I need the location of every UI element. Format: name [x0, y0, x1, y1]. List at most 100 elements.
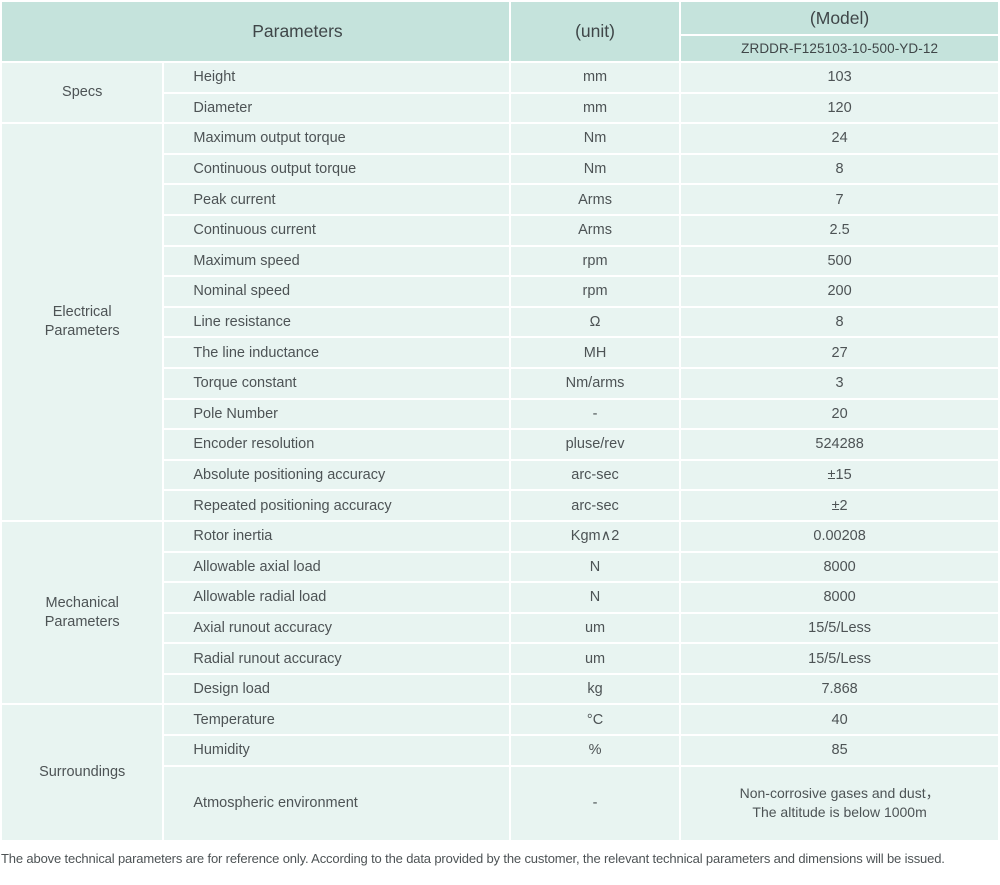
value-cell: 20 — [681, 399, 998, 429]
unit-cell: Nm — [510, 154, 680, 184]
param-name-cell: Design load — [164, 674, 509, 704]
value-cell: 24 — [681, 124, 998, 153]
unit-cell: arc-sec — [510, 491, 680, 520]
unit-cell: MH — [510, 338, 680, 367]
unit-cell: rpm — [510, 277, 680, 306]
value-cell: 0.00208 — [681, 521, 998, 551]
table-row: Design load kg 7.868 — [2, 674, 998, 704]
param-name-cell: Humidity — [164, 736, 509, 765]
unit-cell: arc-sec — [510, 460, 680, 490]
param-name-cell: Radial runout accuracy — [164, 644, 509, 673]
unit-cell: Kgm∧2 — [510, 521, 680, 551]
spec-table: Parameters (unit) (Model) ZRDDR-F125103-… — [2, 2, 998, 840]
table-row: Diameter mm 120 — [2, 93, 998, 123]
section-surroundings: Surroundings — [2, 705, 163, 840]
param-name-cell: Axial runout accuracy — [164, 613, 509, 643]
value-cell: 200 — [681, 277, 998, 306]
table-row: Encoder resolution pluse/rev 524288 — [2, 430, 998, 459]
param-name-cell: Allowable radial load — [164, 583, 509, 612]
header-unit: (unit) — [510, 2, 680, 61]
header-model-number: ZRDDR-F125103-10-500-YD-12 — [681, 36, 998, 61]
value-cell: 8000 — [681, 583, 998, 612]
table-row: Continuous current Arms 2.5 — [2, 215, 998, 245]
value-cell: 500 — [681, 246, 998, 276]
value-cell: ±15 — [681, 460, 998, 490]
table-row: Atmospheric environment - Non-corrosive … — [2, 766, 998, 840]
param-name-cell: Continuous current — [164, 215, 509, 245]
param-name-cell: Continuous output torque — [164, 154, 509, 184]
param-name-cell: Line resistance — [164, 307, 509, 337]
value-cell: 7 — [681, 185, 998, 214]
unit-cell: - — [510, 399, 680, 429]
value-cell: 8000 — [681, 552, 998, 582]
unit-cell: - — [510, 766, 680, 840]
param-name-cell: The line inductance — [164, 338, 509, 367]
table-row: Repeated positioning accuracy arc-sec ±2 — [2, 491, 998, 520]
unit-cell: °C — [510, 705, 680, 735]
section-label: Electrical Parameters — [44, 304, 120, 340]
param-name-cell: Torque constant — [164, 368, 509, 398]
param-name-cell: Encoder resolution — [164, 430, 509, 459]
section-label: Mechanical Parameters — [44, 594, 120, 630]
param-name-cell: Rotor inertia — [164, 521, 509, 551]
param-name-cell: Peak current — [164, 185, 509, 214]
unit-cell: Nm/arms — [510, 368, 680, 398]
value-cell: 15/5/Less — [681, 613, 998, 643]
unit-cell: um — [510, 644, 680, 673]
table-row: Allowable radial load N 8000 — [2, 583, 998, 612]
table-header-row: Parameters (unit) (Model) — [2, 2, 998, 61]
table-row: Axial runout accuracy um 15/5/Less — [2, 613, 998, 643]
table-row: Humidity % 85 — [2, 736, 998, 765]
table-row: Peak current Arms 7 — [2, 185, 998, 214]
table-row: Mechanical Parameters Rotor inertia Kgm∧… — [2, 521, 998, 704]
table-header-row: ZRDDR-F125103-10-500-YD-12 — [2, 36, 998, 61]
unit-cell: N — [510, 552, 680, 582]
value-cell: 524288 — [681, 430, 998, 459]
table-row: Nominal speed rpm 200 — [2, 277, 998, 306]
unit-cell: Nm — [510, 124, 680, 153]
table-row: Allowable axial load N 8000 — [2, 552, 998, 582]
value-cell: 3 — [681, 368, 998, 398]
param-name-cell: Height — [164, 63, 509, 92]
param-name-cell: Atmospheric environment — [164, 766, 509, 840]
param-name-cell: Nominal speed — [164, 277, 509, 306]
section-specs: Specs — [2, 63, 163, 123]
table-row: Absolute positioning accuracy arc-sec ±1… — [2, 460, 998, 490]
header-parameters: Parameters — [2, 2, 509, 61]
unit-cell: rpm — [510, 246, 680, 276]
unit-cell: N — [510, 583, 680, 612]
param-name-cell: Allowable axial load — [164, 552, 509, 582]
value-cell: 85 — [681, 736, 998, 765]
value-cell: 15/5/Less — [681, 644, 998, 673]
param-name-cell: Maximum speed — [164, 246, 509, 276]
value-cell: 8 — [681, 154, 998, 184]
unit-cell: um — [510, 613, 680, 643]
header-model: (Model) — [681, 2, 998, 34]
value-cell: 27 — [681, 338, 998, 367]
table-row: Torque constant Nm/arms 3 — [2, 368, 998, 398]
param-name-cell: Repeated positioning accuracy — [164, 491, 509, 520]
value-cell: Non-corrosive gases and dust， The altitu… — [681, 766, 998, 840]
table-row: Continuous output torque Nm 8 — [2, 154, 998, 184]
value-cell: 120 — [681, 93, 998, 123]
unit-cell: Ω — [510, 307, 680, 337]
unit-cell: pluse/rev — [510, 430, 680, 459]
table-row: Maximum speed rpm 500 — [2, 246, 998, 276]
section-label: Surroundings — [39, 764, 126, 781]
unit-cell: % — [510, 736, 680, 765]
value-cell: 2.5 — [681, 215, 998, 245]
table-row: Specs Height mm 103 — [2, 63, 998, 123]
value-cell: ±2 — [681, 491, 998, 520]
table-row: The line inductance MH 27 — [2, 338, 998, 367]
unit-cell: Arms — [510, 215, 680, 245]
section-label: Specs — [62, 84, 103, 101]
param-name-cell: Temperature — [164, 705, 509, 735]
value-cell: 40 — [681, 705, 998, 735]
table-row: Pole Number - 20 — [2, 399, 998, 429]
param-name-cell: Absolute positioning accuracy — [164, 460, 509, 490]
param-name-cell: Diameter — [164, 93, 509, 123]
section-mechanical-parameters: Mechanical Parameters — [2, 521, 163, 704]
table-row: Radial runout accuracy um 15/5/Less — [2, 644, 998, 673]
value-cell: 103 — [681, 63, 998, 92]
param-name-cell: Pole Number — [164, 399, 509, 429]
